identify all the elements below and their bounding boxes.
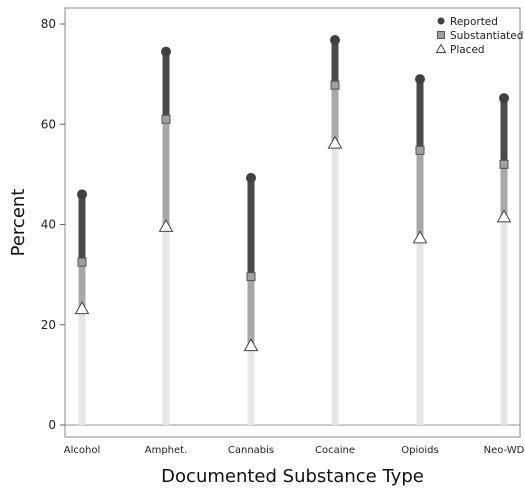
legend-label: Substantiated (450, 30, 523, 42)
category-group (158, 46, 174, 425)
y-tick-label: 40 (41, 218, 56, 232)
reported-segment (500, 98, 508, 165)
substantiated-segment (500, 164, 508, 217)
legend-circle-marker (437, 17, 445, 25)
reported-point (330, 35, 340, 46)
placed-point (327, 135, 343, 149)
legend-item: Substantiated (437, 30, 523, 42)
substantiated-point (161, 114, 171, 124)
y-tick-label: 60 (41, 117, 56, 131)
data-bars (74, 35, 512, 426)
reported-point (499, 93, 509, 104)
category-group (74, 189, 90, 425)
y-tick-label: 20 (41, 318, 56, 332)
reported-point (246, 172, 256, 183)
legend: Reported Substantiated Placed (435, 16, 523, 56)
reported-point (415, 74, 425, 85)
x-axis-title: Documented Substance Type (161, 466, 424, 487)
y-tick-label: 80 (41, 17, 56, 31)
placed-point (243, 338, 259, 352)
legend-item: Reported (437, 16, 498, 28)
x-tick-label: Amphet. (145, 445, 188, 456)
substantiated-point (77, 257, 87, 267)
placed-segment (416, 238, 424, 425)
plot-area (64, 7, 521, 438)
category-group (243, 172, 259, 425)
x-tick-label: Alcohol (64, 445, 100, 456)
y-tick-label: 0 (48, 418, 56, 432)
category-group (327, 35, 343, 426)
substantiated-point (415, 145, 425, 155)
placed-point (412, 230, 428, 244)
substantiated-point (330, 80, 340, 90)
x-axis: Alcohol Amphet. Cannabis Cocaine Opioids Neo-… (64, 445, 525, 456)
substantiated-segment (78, 262, 86, 309)
substantiated-point (246, 272, 256, 282)
reported-segment (247, 177, 255, 277)
category-group (496, 93, 512, 425)
x-tick-label: Neo-WD (484, 445, 525, 456)
y-axis-title: Percent (8, 189, 29, 257)
legend-square-marker (437, 31, 445, 39)
reported-point (77, 189, 87, 200)
substantiated-segment (247, 276, 255, 346)
substantiated-point (499, 159, 509, 169)
placed-segment (500, 216, 508, 425)
x-tick-label: Opioids (401, 445, 438, 456)
reported-segment (162, 51, 170, 120)
plot-frame (64, 7, 521, 438)
category-group (412, 74, 428, 425)
y-axis: 0 20 40 60 80 (41, 17, 65, 432)
legend-label: Placed (450, 44, 485, 56)
x-tick-label: Cocaine (315, 445, 355, 456)
x-tick-label: Cannabis (228, 445, 274, 456)
legend-item: Placed (435, 43, 485, 56)
reported-segment (416, 79, 424, 151)
placed-segment (78, 308, 86, 425)
placed-segment (162, 226, 170, 425)
substantiated-segment (331, 85, 339, 144)
reported-point (161, 46, 171, 57)
substantiated-segment (162, 119, 170, 227)
reported-segment (331, 40, 339, 86)
placed-segment (247, 345, 255, 425)
substantiated-segment (416, 150, 424, 239)
placed-point (496, 209, 512, 223)
placed-point (158, 218, 174, 232)
reported-segment (78, 194, 86, 263)
placed-segment (331, 143, 339, 426)
legend-triangle-marker (435, 43, 447, 53)
placed-point (74, 301, 90, 315)
legend-label: Reported (450, 16, 498, 28)
